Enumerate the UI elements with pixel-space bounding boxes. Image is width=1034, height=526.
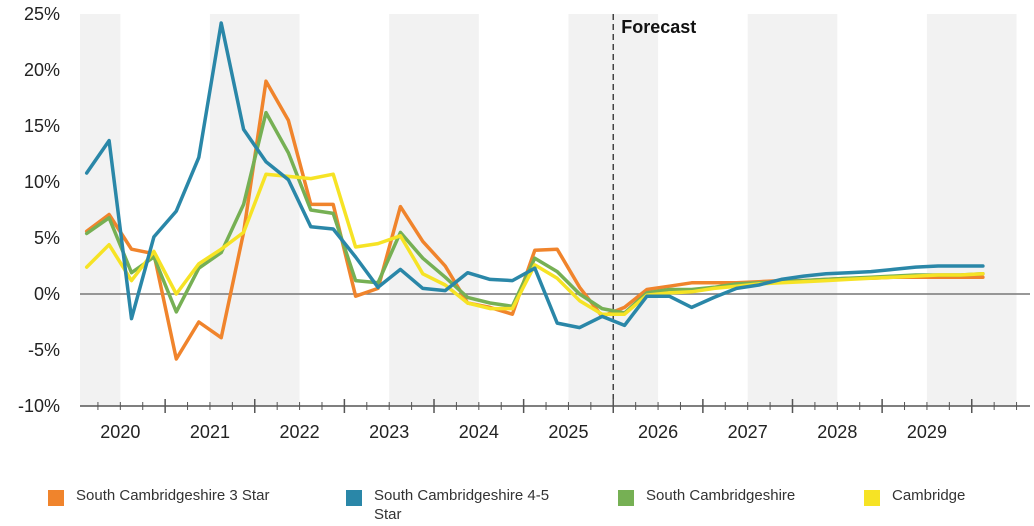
- legend-swatch-sc-4-5-star: [346, 490, 362, 506]
- legend-swatch-sc-3-star: [48, 490, 64, 506]
- x-tick-label: 2025: [548, 422, 588, 442]
- legend-item-cambridge: Cambridge: [864, 486, 1032, 506]
- forecast-marker: Forecast: [612, 14, 696, 406]
- legend-swatch-south-cambridgeshire: [618, 490, 634, 506]
- x-tick-label: 2028: [817, 422, 857, 442]
- year-band-2021: [209, 14, 300, 406]
- legend-label-cambridge: Cambridge: [892, 487, 966, 504]
- year-band-2027: [747, 14, 838, 406]
- x-axis-labels: 2020 2021 2022 2023 2024 2025 2026 2027 2028 2029: [100, 422, 947, 442]
- legend: South Cambridgeshire 3 Star South Cambri…: [0, 486, 1034, 526]
- y-tick-label: -10%: [18, 396, 60, 416]
- legend-label-south-cambridgeshire: South Cambridgeshire: [646, 487, 796, 504]
- series-lines: [84, 21, 985, 361]
- legend-label-sc-4-5-star: South Cambridgeshire 4-5 Star: [374, 487, 550, 523]
- legend-item-south-cambridgeshire: South Cambridgeshire: [618, 486, 866, 506]
- y-tick-label: 25%: [24, 4, 60, 24]
- y-tick-label: 15%: [24, 116, 60, 136]
- x-tick-label: 2027: [728, 422, 768, 442]
- x-axis: [80, 399, 1030, 413]
- x-tick-label: 2023: [369, 422, 409, 442]
- x-tick-label: 2024: [459, 422, 499, 442]
- x-tick-label: 2022: [280, 422, 320, 442]
- legend-swatch-cambridge: [864, 490, 880, 506]
- year-band-2019: [80, 14, 121, 406]
- year-band-2029: [926, 14, 1017, 406]
- series-line-1: [84, 21, 985, 330]
- y-tick-label: 10%: [24, 172, 60, 192]
- legend-item-sc-4-5-star: South Cambridgeshire 4-5 Star: [346, 486, 574, 524]
- series-line-3: [84, 172, 985, 316]
- x-tick-label: 2026: [638, 422, 678, 442]
- forecast-label: Forecast: [621, 17, 696, 37]
- y-tick-label: 0%: [34, 284, 60, 304]
- x-tick-label: 2021: [190, 422, 230, 442]
- y-tick-label: 5%: [34, 228, 60, 248]
- x-tick-label: 2029: [907, 422, 947, 442]
- legend-label-sc-3-star: South Cambridgeshire 3 Star: [76, 487, 270, 504]
- x-tick-label: 2020: [100, 422, 140, 442]
- y-axis-labels: -10% -5% 0% 5% 10% 15% 20% 25%: [18, 4, 60, 416]
- line-chart: -10%-5%0%5%10%15%20%25% Forecast 2020 202…: [18, 4, 1030, 442]
- y-tick-label: -5%: [28, 340, 60, 360]
- y-tick-label: 20%: [24, 60, 60, 80]
- year-bands: [80, 14, 1017, 406]
- legend-item-sc-3-star: South Cambridgeshire 3 Star: [48, 486, 356, 506]
